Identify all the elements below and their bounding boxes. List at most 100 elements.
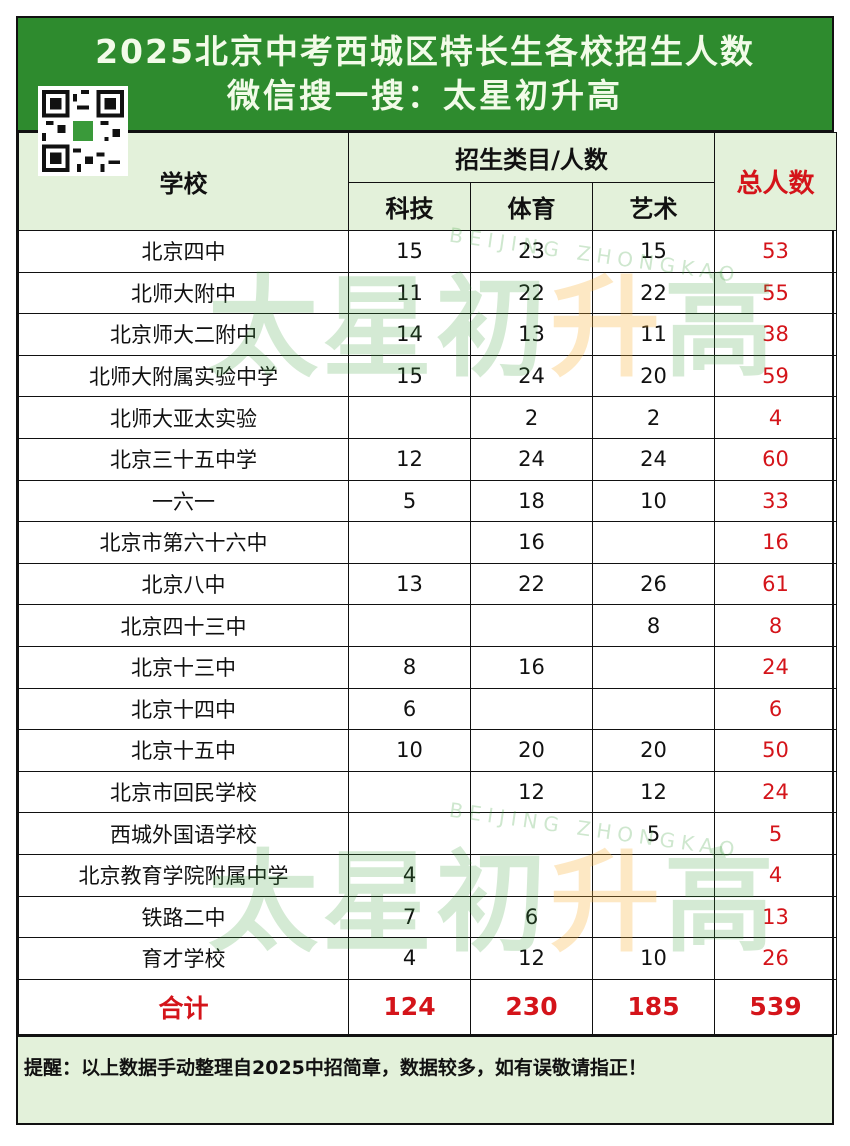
page-subtitle: 微信搜一搜：太星初升高: [227, 76, 623, 115]
tech-cell: 4: [348, 937, 471, 980]
column-header-total: 总人数: [714, 132, 838, 231]
sports-cell: 24: [470, 354, 593, 398]
art-cell: 15: [591, 230, 716, 273]
sports-cell: 2: [470, 396, 593, 439]
tech-cell: 7: [348, 895, 471, 939]
art-cell: [591, 645, 716, 689]
table-row: 北京四十三中 8 8: [18, 604, 838, 647]
table-row: 北师大附属实验中学 15 24 20 59: [18, 354, 838, 398]
reminder-note: 提醒：以上数据手动整理自2025中招简章，数据较多，如有误敬请指正！: [18, 1034, 832, 1123]
table-row: 北京十四中 6 6: [18, 687, 838, 731]
sports-cell: 12: [470, 937, 593, 980]
total-cell: 61: [714, 562, 838, 606]
total-cell: 55: [714, 271, 838, 315]
total-cell: 4: [714, 396, 838, 439]
table-row: 北京四中 15 23 15 53: [18, 230, 838, 273]
total-cell: 33: [714, 479, 838, 523]
school-cell: 北师大亚太实验: [18, 396, 349, 439]
art-cell: 10: [591, 479, 716, 523]
tech-cell: 6: [348, 687, 471, 731]
school-cell: 西城外国语学校: [18, 812, 349, 855]
tech-cell: [348, 396, 471, 439]
tech-cell: 4: [348, 853, 471, 897]
enrollment-table-card: 2025北京中考西城区特长生各校招生人数 微信搜一搜：太星初升高: [16, 16, 838, 1125]
total-cell: 6: [714, 687, 838, 731]
sum-label: 合计: [18, 978, 349, 1035]
art-cell: [591, 687, 716, 731]
art-cell: 24: [591, 437, 716, 481]
column-header-sports: 体育: [470, 182, 593, 231]
tech-cell: 10: [348, 729, 471, 772]
school-cell: 北师大附属实验中学: [18, 354, 349, 398]
total-cell: 50: [714, 729, 838, 772]
tech-cell: 5: [348, 479, 471, 523]
art-cell: 22: [591, 271, 716, 315]
sports-cell: 16: [470, 645, 593, 689]
table-row: 育才学校 4 12 10 26: [18, 937, 838, 980]
title-banner: 2025北京中考西城区特长生各校招生人数 微信搜一搜：太星初升高: [18, 18, 832, 176]
tech-cell: 8: [348, 645, 471, 689]
school-cell: 一六一: [18, 479, 349, 523]
school-cell: 北师大附中: [18, 271, 349, 315]
sports-cell: 6: [470, 895, 593, 939]
school-cell: 北京十四中: [18, 687, 349, 731]
art-cell: [591, 895, 716, 939]
total-cell: 24: [714, 645, 838, 689]
art-cell: 26: [591, 562, 716, 606]
table-row: 西城外国语学校 5 5: [18, 812, 838, 855]
sports-cell: 16: [470, 521, 593, 564]
total-cell: 38: [714, 313, 838, 356]
sum-art: 185: [591, 978, 716, 1035]
school-cell: 北京市第六十六中: [18, 521, 349, 564]
table-row: 北京八中 13 22 26 61: [18, 562, 838, 606]
total-cell: 16: [714, 521, 838, 564]
art-cell: 12: [591, 770, 716, 814]
table-row: 北京十三中 8 16 24: [18, 645, 838, 689]
art-cell: [591, 853, 716, 897]
sports-cell: 24: [470, 437, 593, 481]
sports-cell: [470, 812, 593, 855]
art-cell: 8: [591, 604, 716, 647]
school-cell: 北京十三中: [18, 645, 349, 689]
school-cell: 北京师大二附中: [18, 313, 349, 356]
table-row: 北京市回民学校 12 12 24: [18, 770, 838, 814]
tech-cell: 14: [348, 313, 471, 356]
sports-cell: 13: [470, 313, 593, 356]
tech-cell: [348, 604, 471, 647]
sports-cell: [470, 604, 593, 647]
art-cell: 11: [591, 313, 716, 356]
sports-cell: 12: [470, 770, 593, 814]
sports-cell: 20: [470, 729, 593, 772]
sum-tech: 124: [348, 978, 471, 1035]
sports-cell: [470, 853, 593, 897]
table-row: 北京市第六十六中 16 16: [18, 521, 838, 564]
art-cell: 10: [591, 937, 716, 980]
total-cell: 53: [714, 230, 838, 273]
tech-cell: 15: [348, 230, 471, 273]
column-header-tech: 科技: [348, 182, 471, 231]
sports-cell: 23: [470, 230, 593, 273]
school-cell: 北京十五中: [18, 729, 349, 772]
tech-cell: [348, 770, 471, 814]
school-cell: 铁路二中: [18, 895, 349, 939]
tech-cell: [348, 812, 471, 855]
tech-cell: 15: [348, 354, 471, 398]
sports-cell: [470, 687, 593, 731]
table-row: 北京十五中 10 20 20 50: [18, 729, 838, 772]
art-cell: 20: [591, 354, 716, 398]
school-cell: 北京教育学院附属中学: [18, 853, 349, 897]
total-cell: 26: [714, 937, 838, 980]
total-cell: 4: [714, 853, 838, 897]
sports-cell: 22: [470, 562, 593, 606]
art-cell: 5: [591, 812, 716, 855]
school-cell: 北京市回民学校: [18, 770, 349, 814]
table-row: 北京教育学院附属中学 4 4: [18, 853, 838, 897]
table-row: 北师大附中 11 22 22 55: [18, 271, 838, 315]
school-cell: 北京四十三中: [18, 604, 349, 647]
table-row: 北京师大二附中 14 13 11 38: [18, 313, 838, 356]
table-row: 铁路二中 7 6 13: [18, 895, 838, 939]
sum-sports: 230: [470, 978, 593, 1035]
tech-cell: [348, 521, 471, 564]
table-row: 北师大亚太实验 2 2 4: [18, 396, 838, 439]
page-title: 2025北京中考西城区特长生各校招生人数: [95, 32, 755, 71]
